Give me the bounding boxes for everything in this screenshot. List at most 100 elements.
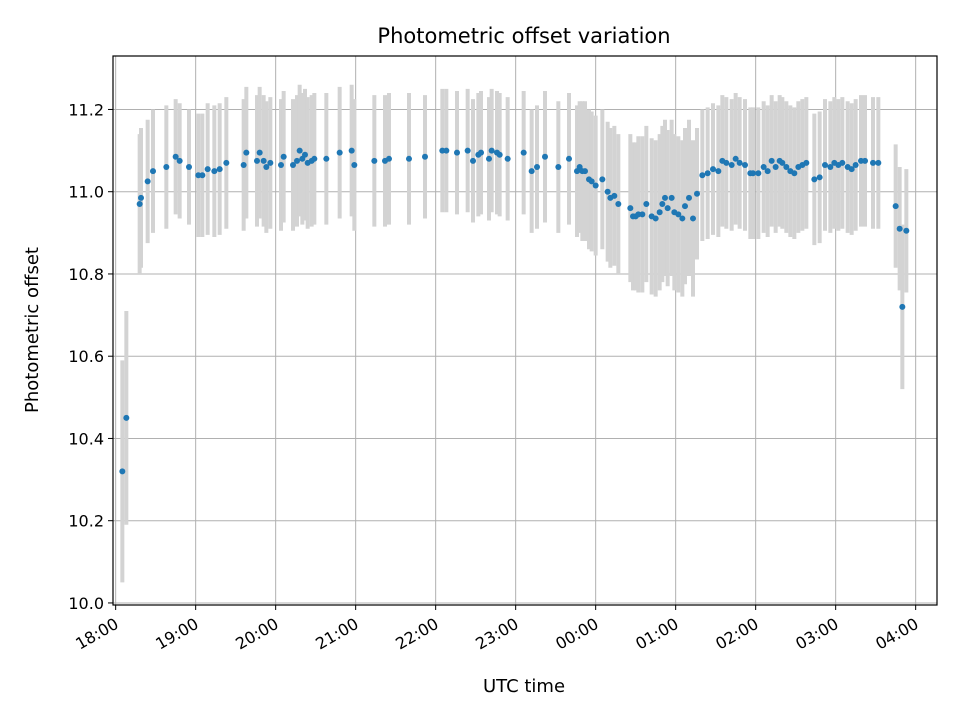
data-point <box>652 215 659 222</box>
data-point <box>668 194 675 201</box>
y-axis-ticks: 10.0 10.2 10.4 10.6 10.8 11.0 11.2 <box>68 100 113 613</box>
data-point <box>715 168 722 175</box>
data-point <box>675 211 682 218</box>
data-point <box>486 155 492 162</box>
data-point <box>555 164 562 171</box>
data-point <box>896 225 903 232</box>
plot-area-frame <box>112 55 938 606</box>
data-point <box>534 164 540 171</box>
data-point <box>903 227 910 234</box>
data-point <box>764 168 771 175</box>
data-point <box>862 157 868 164</box>
data-point <box>627 205 634 212</box>
data-point <box>848 166 855 173</box>
data-point <box>783 164 790 171</box>
data-point <box>294 157 300 164</box>
data-point <box>604 188 611 195</box>
data-point <box>406 155 412 162</box>
data-point <box>144 178 151 185</box>
data-point <box>755 170 762 177</box>
data-point <box>728 161 735 168</box>
data-point <box>488 147 495 154</box>
y-tick-label: 10.0 <box>68 594 104 613</box>
data-point <box>588 178 595 185</box>
data-point <box>454 149 460 156</box>
y-tick-label: 10.8 <box>68 265 104 284</box>
data-point <box>772 164 779 171</box>
data-point <box>123 414 130 421</box>
data-point <box>336 149 343 156</box>
data-point <box>899 303 906 310</box>
data-point <box>280 153 287 160</box>
data-points <box>119 147 910 475</box>
data-point <box>186 164 192 171</box>
data-point <box>870 159 876 166</box>
data-point <box>351 161 358 168</box>
data-point <box>768 157 775 164</box>
y-tick-label: 10.2 <box>68 512 104 531</box>
data-point <box>750 170 756 177</box>
data-point <box>566 155 572 162</box>
data-point <box>710 166 716 173</box>
data-point <box>136 201 143 208</box>
data-point <box>686 194 692 201</box>
data-point <box>690 215 696 222</box>
data-point <box>311 155 318 162</box>
data-point <box>827 164 834 171</box>
data-point <box>816 174 823 181</box>
data-point <box>704 170 711 177</box>
data-point <box>779 159 786 166</box>
data-point <box>386 155 392 162</box>
chart-title: Photometric offset variation <box>377 24 670 48</box>
data-point <box>875 159 882 166</box>
data-point <box>742 161 748 168</box>
x-axis-label: UTC time <box>483 676 565 697</box>
data-point <box>659 201 666 208</box>
data-point <box>679 215 686 222</box>
data-point <box>732 155 739 162</box>
data-point <box>496 151 503 158</box>
data-point <box>243 149 250 156</box>
data-point <box>172 153 179 160</box>
data-point <box>694 190 700 197</box>
data-point <box>656 209 663 216</box>
data-point <box>803 159 810 166</box>
data-point <box>290 161 296 168</box>
data-point <box>223 159 230 166</box>
data-point <box>682 203 688 210</box>
data-point <box>263 164 270 171</box>
data-point <box>138 194 144 201</box>
data-point <box>736 159 743 166</box>
data-point <box>664 205 671 212</box>
data-point <box>443 147 450 154</box>
data-point <box>892 203 899 210</box>
data-point <box>296 147 303 154</box>
data-point <box>267 159 274 166</box>
data-point <box>216 166 223 173</box>
data-point <box>119 468 126 475</box>
data-point <box>615 201 622 208</box>
y-tick-label: 10.6 <box>68 347 104 366</box>
data-point <box>176 157 183 164</box>
data-point <box>723 159 730 166</box>
data-point <box>150 168 156 175</box>
data-point <box>852 161 859 168</box>
data-point <box>464 147 471 154</box>
data-point <box>582 168 588 175</box>
data-point <box>422 153 428 160</box>
data-point <box>520 149 527 156</box>
data-point <box>302 151 308 158</box>
data-point <box>478 149 484 156</box>
data-point <box>822 161 828 168</box>
data-point <box>662 194 668 201</box>
data-point <box>811 176 818 183</box>
data-point <box>348 147 355 154</box>
data-point <box>163 164 170 171</box>
data-point <box>592 182 599 189</box>
data-point <box>699 172 706 179</box>
data-point <box>504 155 511 162</box>
data-point <box>278 161 284 168</box>
data-point <box>204 166 211 173</box>
data-point <box>260 157 267 164</box>
